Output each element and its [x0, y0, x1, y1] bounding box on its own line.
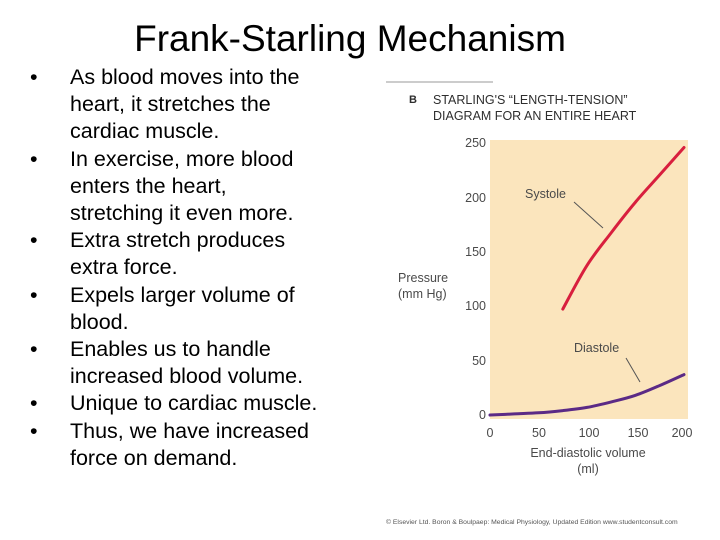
- bullet-line: Thus, we have increased: [70, 418, 310, 443]
- bullet-list: • As blood moves into the heart, it stre…: [30, 64, 360, 472]
- bullet-line: heart, it stretches the: [70, 92, 271, 117]
- panel-letter: B: [409, 94, 417, 106]
- bullet-item: • Enables us to handle increased blood v…: [30, 336, 360, 390]
- y-tick-label: 100: [465, 299, 486, 313]
- y-tick-label: 250: [465, 136, 486, 150]
- y-tick-label: 50: [472, 354, 486, 368]
- x-tick-label: 200: [671, 426, 693, 440]
- bullet-dot-icon: •: [30, 418, 38, 443]
- diastole-curve: [488, 373, 686, 417]
- systole-curve: [561, 146, 686, 311]
- copyright-credit: © Elsevier Ltd. Boron & Boulpaep: Medica…: [386, 519, 678, 526]
- bullet-line: Expels larger volume of: [70, 282, 295, 307]
- y-tick-label: 200: [465, 191, 486, 205]
- x-tick-label: 0: [486, 426, 494, 440]
- bullet-item: • Unique to cardiac muscle.: [30, 390, 360, 417]
- bullet-line: Extra stretch produces: [70, 228, 286, 253]
- y-tick-label: 0: [479, 408, 486, 422]
- starling-figure: B STARLING'S “LENGTH-TENSION” DIAGRAM FO…: [378, 70, 718, 535]
- starling-chart: [386, 81, 688, 419]
- x-tick-label: 100: [578, 426, 600, 440]
- y-tick-label: 150: [465, 245, 486, 259]
- bullet-line: As blood moves into the: [70, 65, 300, 89]
- bullet-dot-icon: •: [30, 391, 38, 416]
- y-axis-label: Pressure (mm Hg): [398, 271, 449, 301]
- chart-title: STARLING'S “LENGTH-TENSION” DIAGRAM FOR …: [433, 93, 637, 123]
- bullet-item: • Extra stretch produces extra force.: [30, 227, 360, 281]
- bullet-item: • In exercise, more blood enters the hea…: [30, 146, 360, 228]
- x-tick-label: 50: [532, 426, 546, 440]
- systole-series-label: Systole: [525, 187, 566, 201]
- bullet-line: blood.: [70, 309, 129, 334]
- bullet-item: • Expels larger volume of blood.: [30, 282, 360, 336]
- diastole-leader-line: [625, 357, 641, 383]
- bullet-dot-icon: •: [30, 282, 38, 307]
- bullet-line: cardiac muscle.: [70, 119, 220, 144]
- bullet-line: stretching it even more.: [70, 201, 294, 226]
- bullet-line: Unique to cardiac muscle.: [70, 391, 318, 416]
- bullet-dot-icon: •: [30, 146, 38, 171]
- x-axis-label: End-diastolic volume (ml): [530, 446, 646, 476]
- bullet-line: In exercise, more blood: [70, 146, 294, 171]
- bullet-line: extra force.: [70, 255, 178, 280]
- bullet-dot-icon: •: [30, 228, 38, 253]
- bullet-line: force on demand.: [70, 445, 238, 470]
- diastole-series-label: Diastole: [574, 341, 620, 355]
- x-tick-label: 150: [627, 426, 649, 440]
- slide-title: Frank-Starling Mechanism: [134, 18, 566, 59]
- bullet-line: increased blood volume.: [70, 364, 304, 389]
- systole-leader-line: [573, 201, 604, 229]
- bullet-item: • Thus, we have increased force on deman…: [30, 418, 360, 472]
- bullet-line: enters the heart,: [70, 173, 227, 198]
- bullet-line: Enables us to handle: [70, 337, 271, 362]
- bullet-item: • As blood moves into the heart, it stre…: [30, 64, 360, 146]
- bullet-dot-icon: •: [30, 337, 38, 362]
- plot-area: [490, 140, 688, 419]
- bullet-dot-icon: •: [30, 65, 38, 89]
